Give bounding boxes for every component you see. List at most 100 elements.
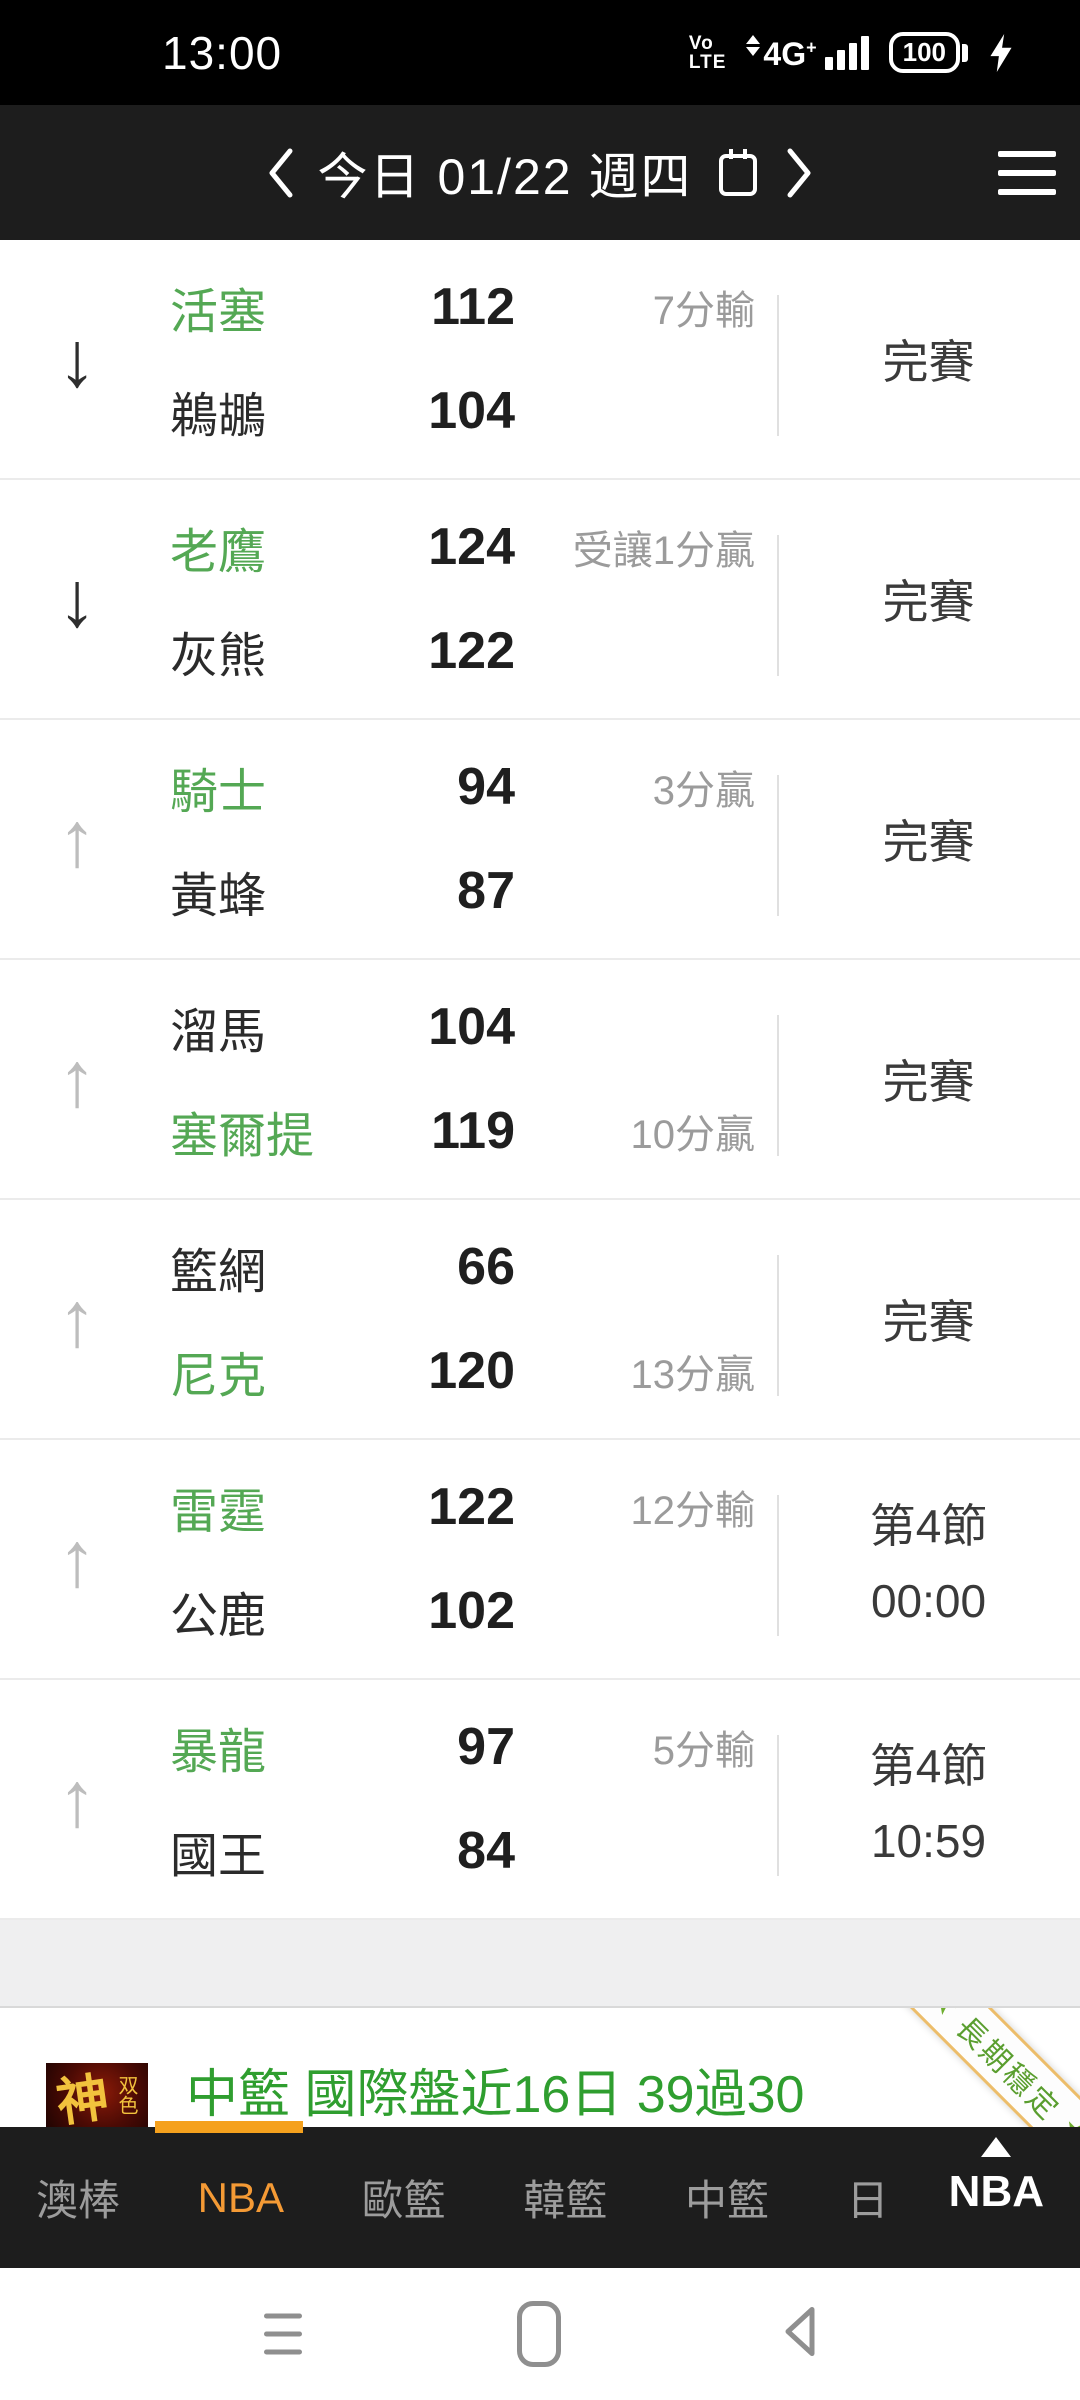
game-row[interactable]: ↑ 暴龍 97 5分輸 國王 84 第4節 10:59 <box>0 1680 1080 1920</box>
trend-down-icon: ↓ <box>57 314 97 403</box>
game-row[interactable]: ↓ 活塞 112 7分輸 鵜鶘 104 完賽 <box>0 240 1080 480</box>
team-name: 灰熊 <box>170 630 267 683</box>
tab-韓籃[interactable]: 韓籃 <box>523 2177 608 2224</box>
current-sport-tab[interactable]: NBA <box>949 2127 1044 2268</box>
status-bar: 13:00 Vo LTE 4G+ 100 <box>0 0 1080 105</box>
cellular-network: 4G+ <box>746 35 869 72</box>
tab-日[interactable]: 日 <box>846 2177 889 2224</box>
prev-day-chevron-icon[interactable] <box>266 147 296 199</box>
team-score: 84 <box>457 1822 515 1880</box>
ribbon-corner: ★ 長期穩定 ★ <box>890 2008 1080 2127</box>
matchup: 雷霆 122 12分輸 公鹿 102 <box>140 1440 777 1678</box>
trend-up-icon: ↑ <box>57 794 97 883</box>
matchup: 暴龍 97 5分輸 國王 84 <box>140 1680 777 1918</box>
matchup: 騎士 94 3分贏 黃蜂 87 <box>140 720 777 958</box>
away-team-line: 暴龍 97 5分輸 <box>140 1702 777 1792</box>
hamburger-menu-icon[interactable] <box>998 150 1056 195</box>
tab-nba[interactable]: NBA <box>197 2173 285 2221</box>
row-divider <box>777 775 779 916</box>
game-row[interactable]: ↓ 老鷹 124 受讓1分贏 灰熊 122 完賽 <box>0 480 1080 720</box>
home-team-line: 鵜鶘 104 <box>140 366 777 456</box>
game-row[interactable]: ↑ 籃網 66 尼克 120 13分贏 完賽 <box>0 1200 1080 1440</box>
away-team-line: 溜馬 104 <box>140 982 777 1072</box>
recents-menu-icon[interactable] <box>264 2313 302 2355</box>
trend-up-icon: ↑ <box>57 1274 97 1363</box>
handicap-result: 12分輸 <box>630 1489 756 1533</box>
team-score: 97 <box>457 1718 515 1776</box>
home-team-line: 公鹿 102 <box>140 1566 777 1656</box>
handicap-result: 3分贏 <box>652 769 755 813</box>
handicap-result: 13分贏 <box>630 1353 756 1397</box>
tab-list: 澳棒 NBA 歐籃 韓籃 中籃 日 <box>36 2167 889 2228</box>
team-score: 119 <box>431 1102 515 1160</box>
current-date-label: 今日 01/22 週四 <box>317 148 693 205</box>
away-team-line: 活塞 112 7分輸 <box>140 262 777 352</box>
game-status-line: 00:00 <box>870 1575 987 1627</box>
system-nav-bar <box>0 2268 1080 2400</box>
home-team-line: 國王 84 <box>140 1806 777 1896</box>
promo-banner[interactable]: 神 双色 中籃 國際盤近16日 39過30 ★ 長期穩定 ★ <box>0 2008 1080 2133</box>
team-name: 塞爾提 <box>170 1110 315 1163</box>
trend-up-icon: ↑ <box>57 1514 97 1603</box>
team-name: 老鷹 <box>170 526 267 579</box>
battery-percent: 100 <box>888 32 960 73</box>
next-day-chevron-icon[interactable] <box>784 147 814 199</box>
matchup: 溜馬 104 塞爾提 119 10分贏 <box>140 960 777 1198</box>
battery-icon: 100 <box>888 32 968 73</box>
charging-bolt-icon <box>988 33 1014 72</box>
team-name: 籃網 <box>170 1246 267 1299</box>
matchup: 老鷹 124 受讓1分贏 灰熊 122 <box>140 480 777 718</box>
row-divider <box>777 1015 779 1156</box>
game-status: 完賽 <box>777 1200 1080 1438</box>
home-team-line: 灰熊 122 <box>140 606 777 696</box>
team-score: 112 <box>431 278 515 336</box>
promo-text: 中籃 國際盤近16日 39過30 <box>186 2066 805 2124</box>
home-team-line: 塞爾提 119 10分贏 <box>140 1086 777 1176</box>
games-list: ↓ 活塞 112 7分輸 鵜鶘 104 完賽 ↓ 老鷹 1 <box>0 240 1080 1920</box>
row-divider <box>777 1255 779 1396</box>
game-row[interactable]: ↑ 雷霆 122 12分輸 公鹿 102 第4節 00:00 <box>0 1440 1080 1680</box>
away-team-line: 籃網 66 <box>140 1222 777 1312</box>
game-status: 第4節 00:00 <box>777 1440 1080 1678</box>
handicap-result: 受讓1分贏 <box>572 529 755 573</box>
away-team-line: 老鷹 124 受讓1分贏 <box>140 502 777 592</box>
away-team-line: 雷霆 122 12分輸 <box>140 1462 777 1552</box>
tab-歐籃[interactable]: 歐籃 <box>361 2177 446 2224</box>
game-status: 完賽 <box>777 480 1080 718</box>
data-activity-icon <box>746 35 761 56</box>
team-score: 94 <box>457 758 515 816</box>
game-status-line: 完賽 <box>882 336 975 388</box>
away-team-line: 騎士 94 3分贏 <box>140 742 777 832</box>
tab-中籃[interactable]: 中籃 <box>684 2177 769 2224</box>
game-status-line: 第4節 <box>869 1500 988 1552</box>
promo-logo: 神 双色 <box>46 2063 148 2127</box>
game-status: 第4節 10:59 <box>777 1680 1080 1918</box>
team-name: 公鹿 <box>170 1590 267 1643</box>
team-score: 102 <box>428 1582 515 1640</box>
row-divider <box>777 1735 779 1876</box>
row-divider <box>777 535 779 676</box>
team-name: 尼克 <box>170 1350 267 1403</box>
team-name: 暴龍 <box>170 1726 267 1779</box>
star-icon: ★ <box>922 2008 968 2025</box>
game-status-line: 第4節 <box>869 1740 988 1792</box>
current-tab-label: NBA <box>948 2167 1044 2216</box>
home-icon[interactable] <box>517 2301 561 2367</box>
row-divider <box>777 1495 779 1636</box>
network-type-label: 4G+ <box>763 36 817 72</box>
tab-澳棒[interactable]: 澳棒 <box>36 2177 121 2224</box>
back-icon[interactable] <box>778 2304 822 2365</box>
game-row[interactable]: ↑ 騎士 94 3分贏 黃蜂 87 完賽 <box>0 720 1080 960</box>
ribbon: ★ 長期穩定 ★ <box>890 2008 1080 2127</box>
team-name: 國王 <box>170 1830 267 1883</box>
handicap-result: 5分輸 <box>652 1729 755 1773</box>
game-row[interactable]: ↑ 溜馬 104 塞爾提 119 10分贏 完賽 <box>0 960 1080 1200</box>
promo-underline <box>155 2121 303 2133</box>
matchup: 籃網 66 尼克 120 13分贏 <box>140 1200 777 1438</box>
team-name: 活塞 <box>170 286 267 339</box>
game-status-line: 完賽 <box>882 1296 975 1348</box>
date-header: 今日 01/22 週四 <box>0 105 1080 240</box>
calendar-icon[interactable] <box>714 146 762 200</box>
home-team-line: 尼克 120 13分贏 <box>140 1326 777 1416</box>
